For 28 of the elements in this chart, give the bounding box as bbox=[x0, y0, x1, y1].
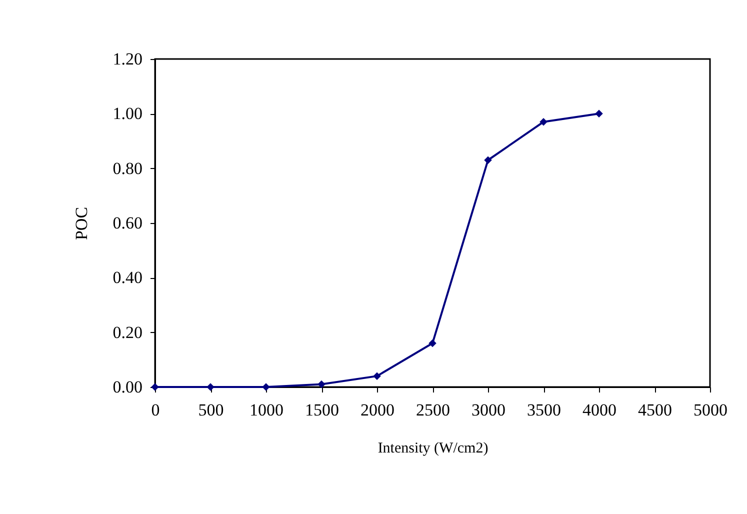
x-tick-label: 5000 bbox=[694, 400, 728, 420]
y-axis-title: POC bbox=[72, 206, 91, 240]
x-tick-label: 2000 bbox=[360, 400, 394, 420]
x-tick-label: 1000 bbox=[250, 400, 284, 420]
x-tick-label: 500 bbox=[198, 400, 224, 420]
point bbox=[262, 383, 270, 391]
x-axis-title: Intensity (W/cm2) bbox=[378, 440, 488, 456]
x-tick-label: 2500 bbox=[416, 400, 450, 420]
point bbox=[206, 383, 214, 391]
y-tick-label: 1.00 bbox=[112, 104, 142, 124]
x-tick-label: 4000 bbox=[582, 400, 616, 420]
point bbox=[318, 380, 326, 388]
point bbox=[484, 156, 492, 164]
y-tick-label: 0.80 bbox=[112, 158, 142, 178]
y-tick-label: 0.00 bbox=[112, 378, 142, 396]
x-tick-label: 3500 bbox=[527, 400, 561, 420]
point bbox=[428, 339, 436, 348]
point bbox=[373, 372, 381, 380]
point bbox=[595, 110, 603, 118]
y-tick-label: 1.20 bbox=[112, 50, 142, 68]
x-tick-label: 1500 bbox=[305, 400, 339, 420]
y-tick-label: 0.20 bbox=[112, 322, 142, 342]
x-tick-label: 0 bbox=[151, 400, 160, 420]
y-tick-label: 0.40 bbox=[112, 268, 142, 288]
x-tick-label: 3000 bbox=[472, 400, 506, 420]
x-tick-label: 4500 bbox=[638, 400, 672, 420]
y-tick-label: 0.60 bbox=[112, 214, 142, 232]
point bbox=[540, 118, 548, 126]
